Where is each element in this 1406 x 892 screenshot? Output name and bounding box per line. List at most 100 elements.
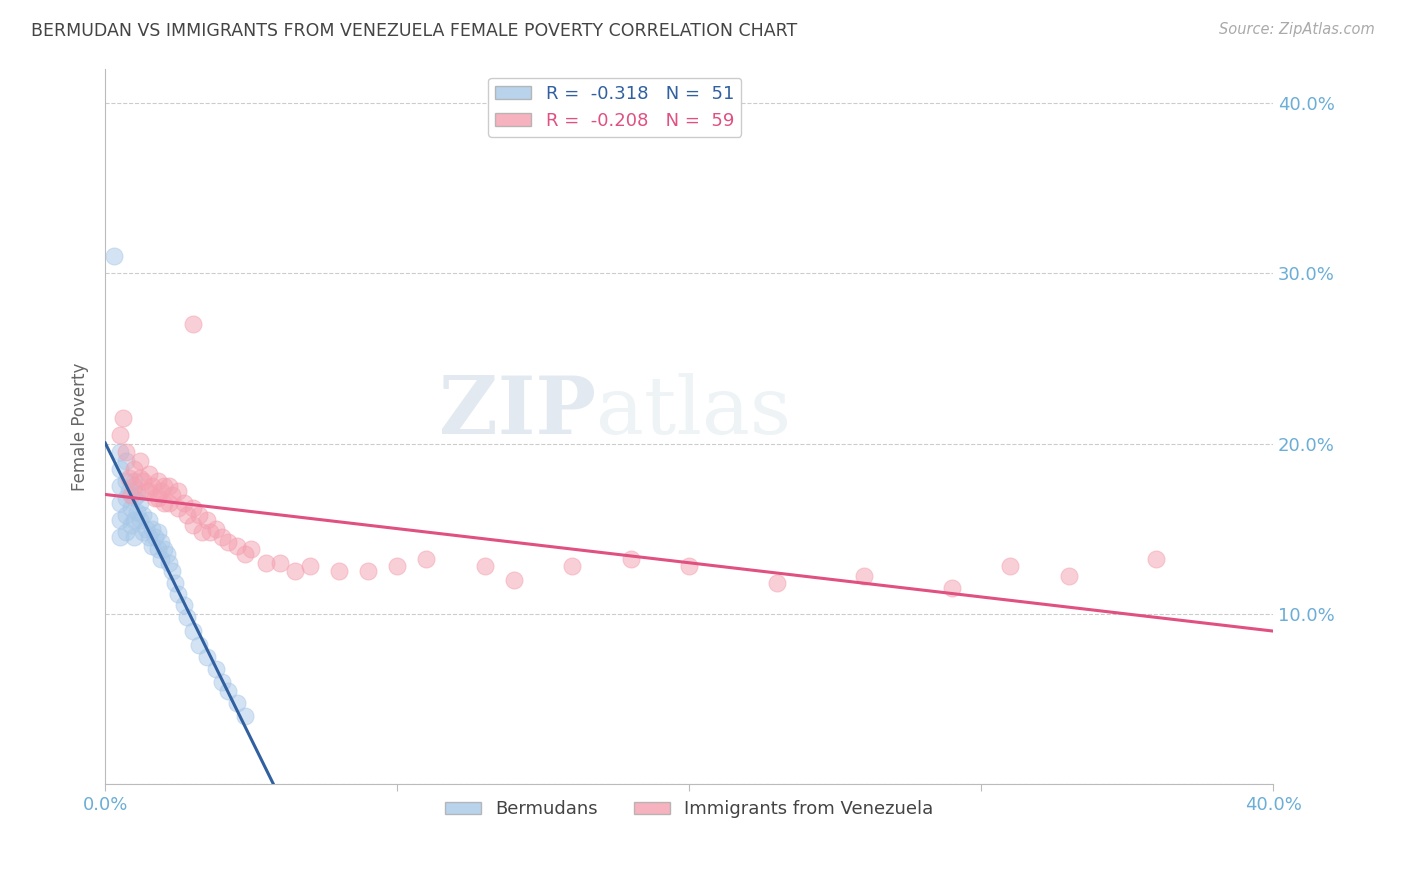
Point (167, 501, 190, 516)
Point (181, 518, 204, 533)
Point (103, 249, 125, 263)
Point (328, 565, 350, 579)
Point (217, 535, 239, 549)
Point (138, 530, 160, 544)
Point (146, 474, 169, 488)
Point (385, 559, 408, 574)
Point (108, 530, 131, 544)
Text: BERMUDAN VS IMMIGRANTS FROM VENEZUELA FEMALE POVERTY CORRELATION CHART: BERMUDAN VS IMMIGRANTS FROM VENEZUELA FE… (31, 22, 797, 40)
Point (197, 649, 219, 664)
Point (173, 599, 195, 613)
Point (678, 559, 700, 574)
Point (235, 709, 257, 723)
Point (152, 479, 174, 493)
Point (357, 565, 380, 579)
Point (561, 559, 583, 574)
Point (117, 484, 139, 499)
Point (108, 445, 131, 459)
Point (159, 479, 181, 493)
Point (114, 525, 136, 540)
Point (124, 513, 146, 527)
Point (152, 542, 174, 557)
Point (941, 582, 963, 596)
Point (129, 513, 152, 527)
Text: atlas: atlas (596, 373, 790, 451)
Point (254, 556, 277, 570)
Point (181, 317, 204, 331)
Point (121, 488, 143, 502)
Point (225, 696, 247, 710)
Point (200, 525, 222, 540)
Point (217, 683, 239, 698)
Point (1144, 552, 1167, 566)
Point (620, 552, 643, 566)
Point (165, 576, 187, 591)
Point (152, 496, 174, 510)
Point (124, 530, 146, 544)
Point (205, 522, 228, 536)
Point (146, 491, 169, 505)
Point (284, 565, 307, 579)
Point (269, 556, 291, 570)
Point (1000, 559, 1022, 574)
Point (167, 586, 190, 600)
Point (162, 488, 184, 502)
Point (114, 445, 136, 459)
Point (138, 467, 160, 482)
Point (114, 474, 136, 488)
Point (138, 484, 160, 499)
Point (225, 539, 247, 553)
Point (176, 610, 198, 624)
Point (108, 479, 131, 493)
Point (149, 552, 172, 566)
Point (149, 484, 172, 499)
Point (197, 513, 219, 527)
Point (129, 453, 152, 467)
Point (146, 525, 169, 540)
Point (124, 491, 146, 505)
Point (167, 484, 190, 499)
Point (114, 453, 136, 467)
Point (162, 565, 184, 579)
Point (765, 576, 787, 591)
Point (155, 547, 177, 561)
Point (1057, 569, 1080, 583)
Text: Source: ZipAtlas.com: Source: ZipAtlas.com (1219, 22, 1375, 37)
Point (114, 491, 136, 505)
Point (143, 491, 166, 505)
Point (132, 525, 155, 540)
Point (121, 501, 143, 516)
Point (127, 488, 149, 502)
Point (187, 508, 209, 522)
Point (159, 496, 181, 510)
Point (141, 539, 163, 553)
Point (187, 638, 209, 652)
Point (143, 530, 166, 544)
Point (181, 624, 204, 638)
Point (138, 513, 160, 527)
Point (132, 474, 155, 488)
Point (176, 508, 198, 522)
Point (503, 573, 526, 587)
Point (141, 479, 163, 493)
Point (114, 508, 136, 522)
Point (108, 513, 131, 527)
Point (211, 675, 233, 690)
Point (141, 522, 163, 536)
Point (159, 556, 181, 570)
Point (124, 462, 146, 476)
Point (205, 661, 228, 675)
Point (108, 496, 131, 510)
Legend: Bermudans, Immigrants from Venezuela: Bermudans, Immigrants from Venezuela (437, 793, 941, 825)
Point (235, 547, 257, 561)
Point (124, 474, 146, 488)
Point (124, 479, 146, 493)
Point (127, 505, 149, 519)
Point (108, 428, 131, 442)
Point (474, 559, 496, 574)
Point (149, 535, 172, 549)
Point (129, 496, 152, 510)
Y-axis label: Female Poverty: Female Poverty (72, 362, 89, 491)
Point (135, 522, 157, 536)
Point (173, 496, 195, 510)
